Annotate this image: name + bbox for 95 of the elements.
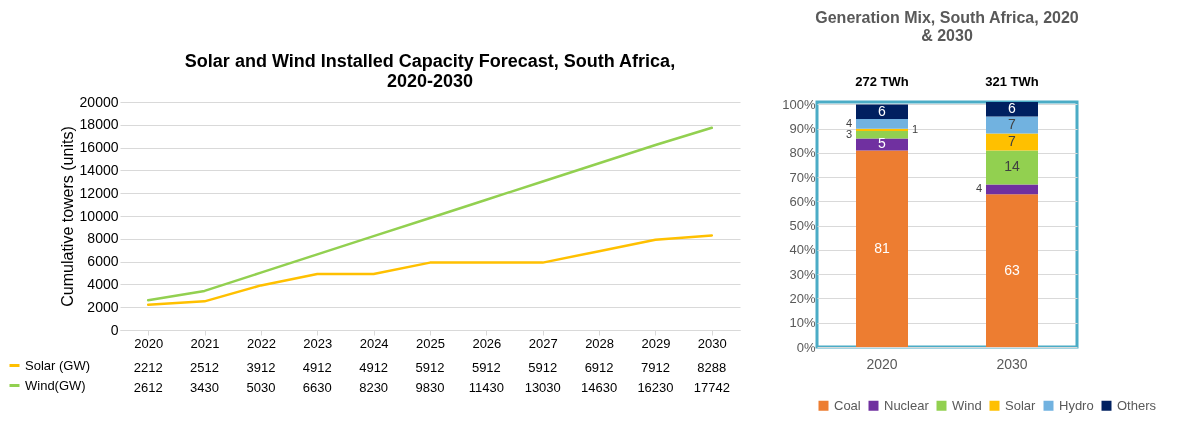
legend-label: Solar xyxy=(1005,397,1037,413)
annotation: 272 TWh xyxy=(855,74,909,90)
data-label: 9830 xyxy=(415,380,445,395)
x-tick-label: 2020 xyxy=(866,355,898,372)
y-tick-label: 30% xyxy=(789,266,816,282)
data-label: 63 xyxy=(1004,261,1020,278)
data-label: 14 xyxy=(1004,158,1020,175)
bar xyxy=(986,184,1038,195)
data-label: 2212 xyxy=(133,360,163,375)
bar xyxy=(856,118,908,129)
data-label: 5912 xyxy=(415,360,445,375)
data-label: 3 xyxy=(845,127,852,140)
x-tick-label: 2021 xyxy=(190,335,220,351)
bar xyxy=(986,194,1038,347)
bar xyxy=(986,150,1038,185)
y-tick-label: 60% xyxy=(789,193,816,209)
legend-label: Nuclear xyxy=(884,397,930,413)
data-label: 5 xyxy=(878,135,887,152)
data-label: 11430 xyxy=(468,380,504,395)
y-tick-label: 8000 xyxy=(87,230,119,247)
data-label: 2612 xyxy=(133,380,163,395)
bar xyxy=(986,102,1038,117)
legend-label: Wind xyxy=(952,397,982,413)
y-tick-label: 4000 xyxy=(87,275,119,292)
y-tick-label: 10% xyxy=(789,315,816,331)
y-tick-label: 10000 xyxy=(79,207,119,224)
bar xyxy=(856,138,908,151)
legend-label: Coal xyxy=(834,397,861,413)
data-label: 5912 xyxy=(471,360,501,375)
data-label: 7 xyxy=(1008,116,1017,133)
data-label: 8230 xyxy=(359,380,389,395)
x-tick-label: 2020 xyxy=(134,335,164,351)
bar xyxy=(986,116,1038,134)
data-label: 4 xyxy=(845,116,852,129)
data-label: 6 xyxy=(1008,100,1017,117)
data-label: 13030 xyxy=(524,380,561,395)
chart-title: Generation Mix, South Africa, 2020 & 2030 xyxy=(815,9,1079,45)
legend-label: Solar (GW) xyxy=(25,357,90,373)
y-tick-label: 50% xyxy=(789,218,816,234)
line-series xyxy=(146,126,714,302)
legend-label: Others xyxy=(1117,397,1157,413)
y-tick-label: 40% xyxy=(789,242,816,258)
data-label: 6 xyxy=(878,102,887,119)
x-tick-label: 2022 xyxy=(246,335,276,351)
data-label: 1 xyxy=(912,122,919,135)
data-label: 6630 xyxy=(302,380,332,395)
legend-label: Wind(GW) xyxy=(25,377,86,393)
y-tick-label: 14000 xyxy=(79,161,119,178)
data-label: 8288 xyxy=(697,360,727,375)
y-tick-label: 20000 xyxy=(79,93,119,110)
y-tick-label: 16000 xyxy=(79,139,119,156)
data-label: 7912 xyxy=(640,360,670,375)
data-label: 6912 xyxy=(584,360,614,375)
y-tick-label: 2000 xyxy=(87,298,119,315)
annotation: 321 TWh xyxy=(985,74,1039,90)
chart-title: Solar and Wind Installed Capacity Forecast, South Africa, 2020-2030 xyxy=(184,51,676,91)
data-label: 5912 xyxy=(528,360,558,375)
bar xyxy=(856,131,908,139)
data-label: 4912 xyxy=(359,360,389,375)
y-tick-label: 0% xyxy=(796,339,816,355)
y-tick-label: 12000 xyxy=(79,184,119,201)
bar xyxy=(856,104,908,119)
x-tick-label: 2028 xyxy=(585,335,615,351)
bar xyxy=(856,150,908,347)
x-tick-label: 2023 xyxy=(303,335,333,351)
data-label: 4 xyxy=(975,182,982,195)
data-label: 5030 xyxy=(246,380,276,395)
data-label: 7 xyxy=(1008,133,1017,150)
y-tick-label: 80% xyxy=(789,145,816,161)
y-tick-label: 0 xyxy=(110,321,119,338)
data-label: 2512 xyxy=(190,360,220,375)
data-label: 3430 xyxy=(190,380,220,395)
x-tick-label: 2025 xyxy=(416,335,445,351)
x-tick-label: 2030 xyxy=(697,335,727,351)
y-tick-label: 100% xyxy=(782,96,816,112)
bar xyxy=(986,133,1038,151)
legend-label: Hydro xyxy=(1059,397,1094,413)
x-tick-label: 2030 xyxy=(996,355,1028,372)
x-tick-label: 2029 xyxy=(641,335,671,351)
x-tick-label: 2026 xyxy=(472,335,502,351)
x-tick-label: 2027 xyxy=(528,335,558,351)
x-tick-label: 2024 xyxy=(359,335,389,351)
data-label: 14630 xyxy=(581,380,618,395)
y-tick-label: 90% xyxy=(789,121,816,137)
y-tick-label: 6000 xyxy=(87,253,119,270)
y-tick-label: 18000 xyxy=(79,116,119,133)
data-label: 3912 xyxy=(246,360,276,375)
data-label: 81 xyxy=(874,239,890,256)
y-tick-label: 70% xyxy=(789,169,816,185)
data-label: 16230 xyxy=(637,380,674,395)
data-label: 17742 xyxy=(693,380,730,395)
data-label: 4912 xyxy=(302,360,332,375)
line-series xyxy=(146,234,714,307)
y-tick-label: 20% xyxy=(789,290,816,306)
y-axis-title: Cumulative towers (units) xyxy=(58,126,76,307)
